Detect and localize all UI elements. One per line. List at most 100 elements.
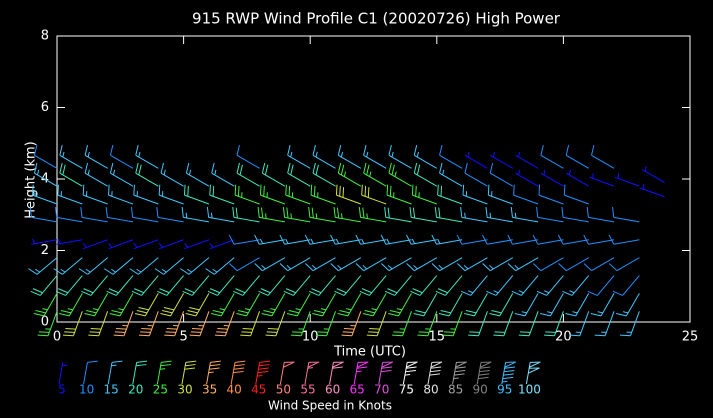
wind-barb bbox=[254, 234, 285, 245]
wind-barb bbox=[133, 239, 159, 250]
wind-barb bbox=[113, 311, 134, 337]
wind-barb bbox=[184, 239, 210, 250]
legend-label: 80 bbox=[423, 383, 438, 397]
wind-barb bbox=[189, 311, 210, 337]
wind-barb bbox=[182, 275, 210, 296]
y-tick-label: 0 bbox=[41, 315, 49, 330]
wind-barb bbox=[229, 257, 260, 272]
wind-barb bbox=[283, 275, 311, 296]
wind-barb bbox=[55, 206, 83, 223]
wind-barb bbox=[515, 169, 539, 187]
wind-barb bbox=[565, 144, 589, 169]
wind-barb bbox=[109, 293, 134, 317]
x-tick-label: 25 bbox=[682, 330, 699, 345]
wind-barb bbox=[84, 293, 109, 317]
wind-barb bbox=[532, 257, 564, 272]
wind-barb bbox=[361, 184, 387, 205]
wind-barb bbox=[359, 275, 387, 296]
wind-barb bbox=[206, 206, 235, 223]
wind-barb bbox=[33, 144, 58, 169]
wind-barb bbox=[234, 184, 260, 205]
legend-label: 70 bbox=[374, 383, 389, 397]
legend-label: 65 bbox=[350, 383, 365, 397]
wind-barb bbox=[565, 293, 590, 317]
legend-label: 20 bbox=[128, 383, 143, 397]
wind-barb bbox=[557, 234, 589, 245]
wind-barb bbox=[109, 162, 134, 187]
wind-barb bbox=[462, 184, 488, 205]
wind-barb bbox=[536, 206, 564, 223]
wind-barb bbox=[160, 162, 184, 187]
legend-barb bbox=[279, 361, 295, 385]
wind-barb bbox=[236, 162, 260, 187]
wind-barb bbox=[507, 257, 539, 272]
legend-barb bbox=[107, 360, 123, 385]
wind-barb bbox=[310, 184, 336, 205]
wind-barb bbox=[434, 206, 463, 223]
wind-barb bbox=[431, 234, 463, 245]
wind-barb bbox=[538, 184, 564, 205]
x-tick-label: 10 bbox=[302, 330, 319, 345]
legend-barb bbox=[230, 360, 246, 385]
wind-barb bbox=[138, 311, 159, 337]
wind-barb bbox=[236, 293, 260, 317]
x-tick-label: 15 bbox=[429, 330, 446, 345]
wind-barb bbox=[439, 144, 463, 169]
wind-barb bbox=[312, 293, 336, 317]
wind-barb bbox=[464, 293, 488, 317]
legend-label: 75 bbox=[399, 383, 414, 397]
wind-barb bbox=[583, 234, 615, 245]
wind-barb bbox=[158, 184, 184, 205]
wind-barb bbox=[154, 257, 184, 275]
wind-barb bbox=[312, 162, 336, 187]
wind-barb bbox=[106, 275, 134, 296]
wind-barb bbox=[337, 162, 362, 187]
wind-barb bbox=[341, 311, 362, 337]
x-tick-label: 20 bbox=[555, 330, 572, 345]
wind-barb bbox=[135, 162, 159, 187]
wind-barb bbox=[33, 162, 58, 187]
wind-barb bbox=[287, 144, 311, 169]
legend-label: 90 bbox=[473, 383, 488, 397]
wind-barb bbox=[108, 239, 134, 250]
wind-barb bbox=[59, 293, 83, 317]
wind-barb bbox=[207, 275, 235, 296]
wind-barb bbox=[640, 183, 665, 198]
wind-barb bbox=[612, 206, 640, 223]
wind-barb bbox=[312, 144, 336, 169]
legend-label: 5 bbox=[58, 383, 66, 397]
wind-barb bbox=[82, 184, 108, 205]
wind-barb bbox=[381, 257, 412, 272]
legend-label: 50 bbox=[276, 383, 291, 397]
wind-barb bbox=[586, 206, 615, 223]
wind-barb bbox=[156, 206, 184, 223]
wind-barb bbox=[157, 275, 184, 296]
legend-barb bbox=[476, 361, 492, 385]
wind-barb bbox=[209, 184, 235, 205]
wind-barb bbox=[104, 257, 134, 275]
wind-barb bbox=[583, 257, 615, 272]
wind-barb bbox=[540, 169, 564, 187]
wind-barb bbox=[544, 311, 564, 337]
wind-barb bbox=[334, 275, 362, 296]
wind-barb bbox=[417, 311, 438, 337]
wind-barb bbox=[392, 311, 412, 337]
legend-barb bbox=[83, 360, 98, 385]
wind-barb bbox=[59, 144, 83, 169]
y-axis-label: Height (km) bbox=[24, 141, 39, 218]
wind-barb bbox=[30, 275, 58, 296]
wind-barb bbox=[482, 257, 514, 272]
wind-barb bbox=[265, 311, 286, 337]
wind-barb bbox=[384, 206, 412, 223]
wind-barb bbox=[409, 206, 437, 223]
wind-barb bbox=[413, 162, 438, 187]
wind-barb bbox=[304, 234, 336, 245]
legend-barb bbox=[402, 361, 418, 385]
wind-barb bbox=[57, 184, 83, 205]
wind-barb bbox=[489, 293, 514, 317]
wind-barb bbox=[236, 144, 260, 169]
wind-barb bbox=[362, 293, 387, 317]
wind-barb bbox=[507, 234, 539, 245]
wind-barb bbox=[435, 275, 463, 296]
